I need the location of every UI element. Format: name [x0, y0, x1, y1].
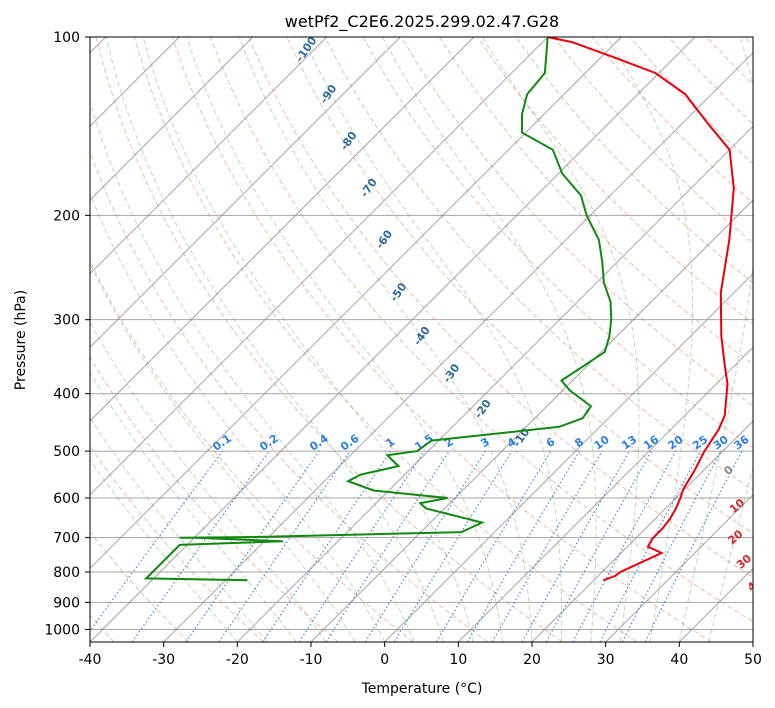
x-tick-label: 0: [380, 652, 389, 668]
y-axis: 1000 900 800 700 600 500 400 300 200 100: [44, 30, 90, 638]
isotherm-line: [90, 37, 254, 201]
mixing-ratio-line: [393, 450, 513, 642]
isotherm-line: [90, 37, 549, 496]
moist-adiabat-line: [238, 37, 533, 642]
mixing-ratio-lines: [90, 450, 743, 642]
dry-adiabats: [90, 37, 753, 642]
x-tick-label: 20: [523, 652, 541, 668]
mixing-ratio-line: [262, 450, 392, 642]
x-tick-label: -30: [152, 652, 175, 668]
mixing-ratio-line: [572, 450, 677, 642]
x-axis-title: Temperature (°C): [361, 681, 483, 697]
y-tick-label: 100: [53, 30, 80, 46]
y-tick-label: 700: [53, 531, 80, 547]
x-tick-label: 50: [744, 652, 762, 668]
moist-adiabat-line: [105, 37, 445, 642]
isotherm-line: [531, 420, 753, 642]
moist-adiabat-line: [90, 459, 238, 642]
chart-title: wetPf2_C2E6.2025.299.02.47.G28: [285, 12, 559, 32]
isotherm-line: [236, 125, 753, 642]
isotherm-line: [90, 37, 475, 422]
dry-adiabat-line: [400, 37, 753, 407]
x-tick-label: 40: [670, 652, 688, 668]
mixing-ratio-line: [218, 450, 351, 642]
x-axis: -40 -30 -20 -10 0 10 20 30 40 50: [79, 642, 762, 668]
plot-frame: [89, 36, 754, 643]
y-axis-title: Pressure (hPa): [13, 290, 29, 390]
mixing-ratio-line: [185, 450, 320, 642]
isotherm-line: [90, 37, 622, 570]
dry-adiabat-line: [324, 37, 753, 491]
moist-adiabat-line: [142, 37, 474, 642]
mixing-ratio-line: [644, 450, 743, 642]
y-tick-label: 1000: [44, 622, 80, 638]
mixing-ratio-line: [545, 450, 653, 642]
dry-adiabat-line: [90, 150, 488, 642]
moist-adiabat-line: [186, 37, 503, 642]
dry-adiabat-line: [438, 37, 753, 366]
x-tick-label: 10: [449, 652, 467, 668]
dry-adiabat-line: [90, 356, 339, 642]
moist-adiabat-line: [381, 37, 597, 642]
dry-adiabat-line: [95, 37, 563, 642]
mixing-ratio-line: [298, 450, 425, 642]
mixing-ratio-line: [521, 450, 631, 642]
dry-adiabat-line: [90, 445, 264, 642]
y-tick-label: 500: [53, 444, 80, 460]
moist-adiabat-line: [606, 37, 693, 642]
dry-adiabat-line: [171, 37, 712, 642]
y-tick-label: 600: [53, 491, 80, 507]
moist-adiabat-line: [708, 465, 753, 642]
dry-adiabat-line: [515, 37, 753, 284]
y-tick-label: 300: [53, 313, 80, 329]
x-tick-label: 30: [597, 652, 615, 668]
mixing-ratio-line: [325, 450, 450, 642]
isotherm-line: [310, 199, 753, 642]
dry-adiabat-line: [248, 37, 753, 578]
mixing-ratio-line: [90, 450, 223, 632]
x-tick-label: -40: [79, 652, 102, 668]
y-tick-label: 200: [53, 208, 80, 224]
moist-adiabat-line: [481, 37, 640, 642]
dry-adiabat-line: [133, 37, 638, 642]
dewpoint-line: [143, 37, 613, 582]
isotherm-line: [605, 493, 753, 642]
x-tick-label: -20: [226, 652, 249, 668]
isotherm-line: [90, 37, 401, 349]
x-tick-label: -10: [300, 652, 323, 668]
temperature-line: [547, 37, 735, 582]
moist-adiabat-line: [90, 417, 268, 642]
moist-adiabat-line: [90, 262, 356, 642]
mixing-ratio-line: [131, 450, 270, 642]
isotherm-line: [90, 37, 328, 275]
dry-adiabat-line: [90, 531, 190, 642]
pressure-gridlines: [90, 37, 753, 630]
dry-adiabat-label: 40: [745, 574, 765, 594]
dry-adiabat-label: 30: [734, 552, 754, 572]
isotherm-line: [384, 272, 753, 642]
moist-adiabat-line: [302, 37, 563, 642]
isotherm-line: [90, 37, 696, 642]
y-tick-label: 400: [53, 387, 80, 403]
plot-area: 0.1 0.2 0.4 0.6 1 1.5 2 3 4 6 8 10 13 16 20 25 30 36-100-…: [90, 37, 765, 642]
isotherm-line: [457, 346, 753, 642]
y-tick-label: 900: [53, 595, 80, 611]
moist-adiabat-line: [90, 321, 327, 642]
dry-adiabat-line: [210, 37, 753, 623]
y-tick-label: 800: [53, 565, 80, 581]
